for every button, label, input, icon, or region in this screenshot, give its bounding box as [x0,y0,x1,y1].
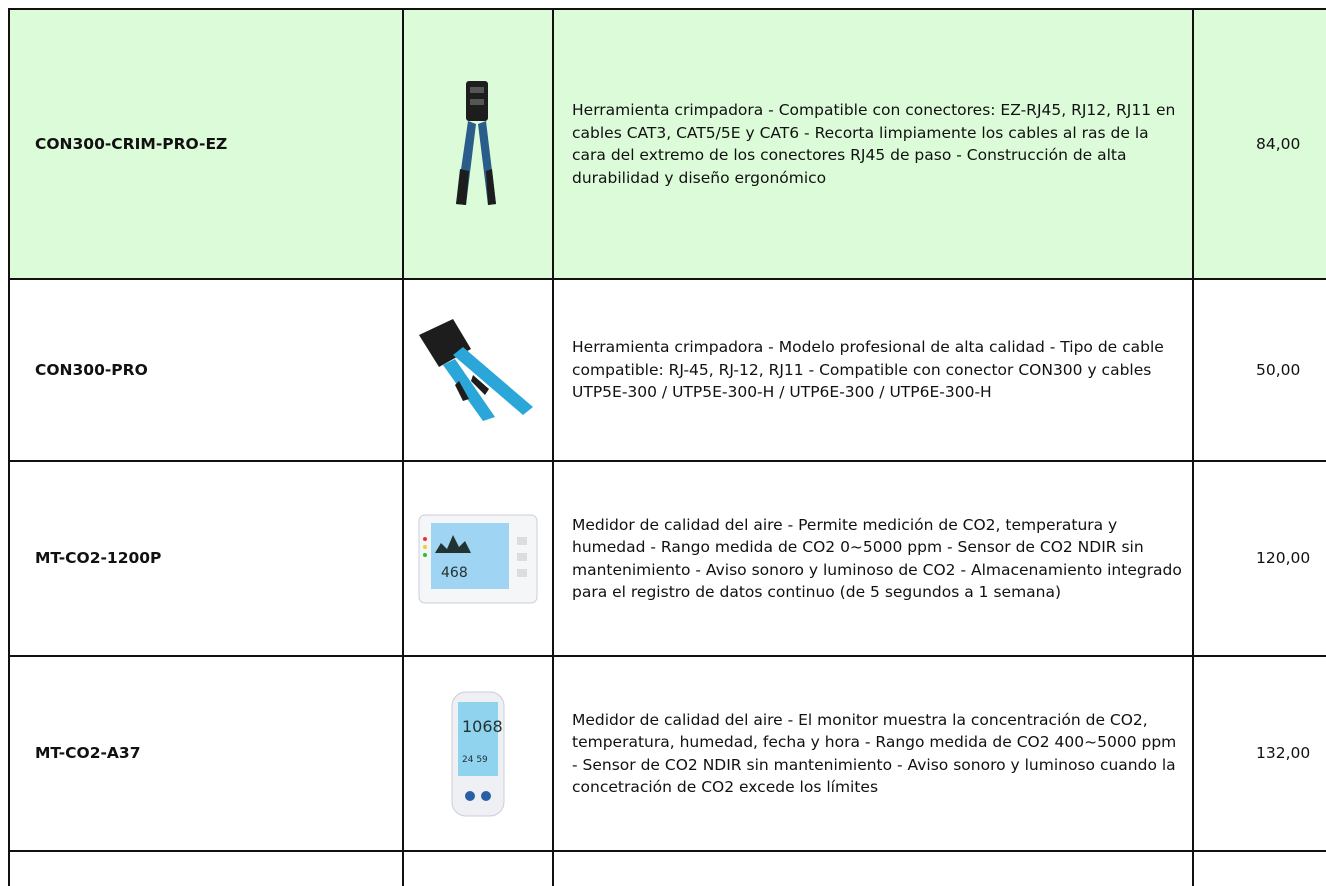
meter-image: 1068 24 59 [451,691,505,816]
product-price: 84,00 [1192,8,1326,280]
row: MT-CO2-A37 1068 24 59 Medidor de calidad… [8,655,1326,852]
product-code: CON300-PRO [8,278,404,462]
svg-text:1068: 1068 [462,717,503,736]
product-code: MT-CO2-A37 [8,655,404,852]
empty-cell [402,850,554,886]
row [8,850,1326,886]
svg-text:24 59: 24 59 [462,755,488,765]
row: CON300-PRO Herramienta crimpadora - Mode… [8,278,1326,462]
empty-cell [1192,850,1326,886]
product-table: CON300-CRIM-PRO-EZ Herramienta crimpador… [8,8,1326,886]
product-description: Medidor de calidad del aire - Permite me… [552,460,1194,657]
product-image-cell: 1068 24 59 [402,655,554,852]
product-image-cell [402,8,554,280]
row: MT-CO2-1200P 468 Medidor de calidad del … [8,460,1326,657]
product-description: Medidor de calidad del aire - El monitor… [552,655,1194,852]
empty-cell [552,850,1194,886]
product-code: CON300-CRIM-PRO-EZ [8,8,404,280]
product-price: 120,00 [1192,460,1326,657]
product-image-cell: 468 [402,460,554,657]
product-code: MT-CO2-1200P [8,460,404,657]
row: CON300-CRIM-PRO-EZ Herramienta crimpador… [8,8,1326,280]
product-description: Herramienta crimpadora - Compatible con … [552,8,1194,280]
empty-cell [8,850,404,886]
product-price: 132,00 [1192,655,1326,852]
svg-text:468: 468 [441,565,468,581]
product-image-cell [402,278,554,462]
crimper-image [419,319,533,421]
product-price: 50,00 [1192,278,1326,462]
product-description: Herramienta crimpadora - Modelo profesio… [552,278,1194,462]
crimper-image [456,81,496,205]
meter-image: 468 [418,514,538,603]
